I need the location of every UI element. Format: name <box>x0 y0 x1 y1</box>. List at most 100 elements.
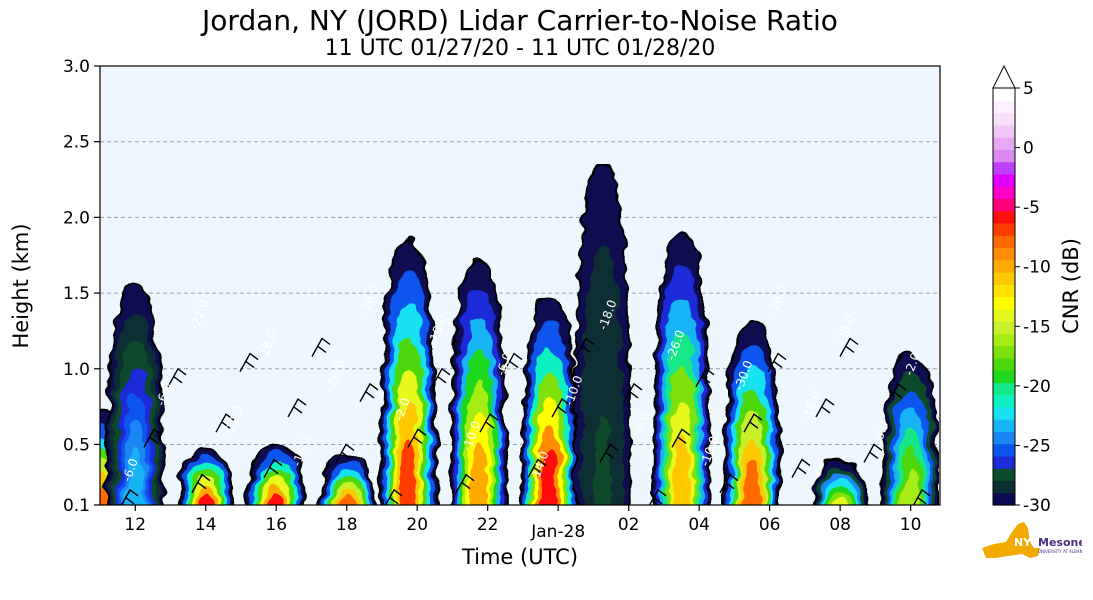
cnr-contour <box>267 491 285 505</box>
colorbar-band <box>993 173 1015 187</box>
wind-barb <box>863 443 883 463</box>
svg-text:NYS: NYS <box>1014 536 1039 549</box>
wind-barb <box>263 458 283 478</box>
colorbar-band <box>993 308 1015 322</box>
wind-barb <box>335 443 355 463</box>
colorbar-band <box>993 321 1015 334</box>
colorbar-band <box>993 394 1015 408</box>
wind-barb <box>671 428 691 448</box>
wind-barb <box>719 473 739 494</box>
colorbar-tick-label: -10 <box>1023 258 1051 278</box>
wind-barb <box>575 337 595 357</box>
wind-barb <box>384 488 403 505</box>
colorbar-band <box>993 186 1015 199</box>
wind-barb <box>551 397 571 418</box>
wind-barb <box>407 428 427 448</box>
colorbar-tick-label: -25 <box>1023 436 1051 456</box>
wind-barb <box>431 367 451 388</box>
x-tick-label: 16 <box>265 515 287 535</box>
y-tick-label: 1.5 <box>63 284 90 304</box>
x-tick-label: 12 <box>124 515 146 535</box>
wind-barb <box>455 473 475 494</box>
cnr-contour <box>672 433 691 505</box>
x-tick-label: 10 <box>900 515 922 535</box>
x-tick-label: 06 <box>759 515 781 535</box>
colorbar-tick-label: -15 <box>1023 317 1051 337</box>
wind-barb <box>599 443 619 463</box>
colorbar-band <box>993 382 1015 396</box>
colorbar-tick-label: -30 <box>1023 496 1051 516</box>
colorbar-tick-label: 5 <box>1023 79 1034 99</box>
wind-barb <box>167 367 187 388</box>
colorbar-extend-arrow <box>992 64 1016 89</box>
wind-barb <box>695 367 715 388</box>
colorbar-tick-label: 0 <box>1023 139 1034 159</box>
x-axis: 12 14 16 18 20 22 Jan-28 02 04 06 08 10 <box>124 505 921 542</box>
wind-barb <box>912 488 931 505</box>
wind-barb <box>648 488 667 505</box>
colorbar-band <box>993 431 1015 445</box>
chart-subtitle: 11 UTC 01/27/20 - 11 UTC 01/28/20 <box>324 36 716 61</box>
cnr-contour <box>197 492 214 505</box>
x-tick-label: 02 <box>618 515 640 535</box>
wind-barb <box>120 488 139 505</box>
cnr-contour <box>470 441 488 505</box>
cnr-contour <box>832 495 848 505</box>
colorbar-band <box>993 333 1015 347</box>
svg-text:UNIVERSITY AT ALBANY: UNIVERSITY AT ALBANY <box>1038 549 1082 554</box>
wind-barb <box>191 473 211 494</box>
y-tick-label: 1.0 <box>63 360 90 380</box>
colorbar-band <box>993 468 1015 482</box>
colorbar-band <box>993 370 1015 383</box>
x-tick-label: 08 <box>829 515 851 535</box>
wind-barbs <box>120 337 931 505</box>
colorbar-band <box>993 100 1015 114</box>
wind-barb <box>791 458 811 478</box>
colorbar-band <box>993 357 1015 371</box>
colorbar-band <box>993 284 1015 298</box>
wind-barb <box>287 397 307 418</box>
wind-barb <box>359 382 379 403</box>
chart-title: Jordan, NY (JORD) Lidar Carrier-to-Noise… <box>202 4 838 37</box>
cnr-contour <box>338 494 355 505</box>
y-tick-label: 0.5 <box>63 435 90 455</box>
colorbar-band <box>993 198 1015 212</box>
wind-barb <box>743 413 763 433</box>
colorbar-band <box>993 88 1015 101</box>
colorbar-band <box>993 492 1015 506</box>
cnr-contour <box>399 436 418 505</box>
colorbar-band <box>993 443 1015 457</box>
colorbar: 5 0 -5 -10 -15 -20 -25 -30 <box>992 64 1051 516</box>
colorbar-band <box>993 235 1015 249</box>
new-york-state-shape-icon <box>982 522 1040 558</box>
colorbar-band <box>993 124 1015 138</box>
wind-barb <box>623 382 643 403</box>
colorbar-band <box>993 271 1015 285</box>
colorbar-band <box>993 112 1015 126</box>
colorbar-title: CNR (dB) <box>1059 238 1083 334</box>
y-axis: 0.1 0.5 1.0 1.5 2.0 2.5 3.0 <box>63 57 100 516</box>
colorbar-band <box>993 345 1015 359</box>
y-tick-label: 2.0 <box>63 208 90 228</box>
wind-barb <box>239 352 259 372</box>
colorbar-band <box>993 137 1015 150</box>
colorbar-band <box>993 406 1015 420</box>
wind-barb <box>767 352 787 372</box>
y-tick-label: 2.5 <box>63 133 90 153</box>
cnr-field <box>100 163 940 505</box>
colorbar-band <box>993 222 1015 236</box>
x-tick-label: 18 <box>336 515 358 535</box>
colorbar-band <box>993 161 1015 175</box>
x-tick-label: 04 <box>688 515 710 535</box>
y-tick-label: 3.0 <box>63 57 90 77</box>
colorbar-band <box>993 247 1015 261</box>
colorbar-band <box>993 210 1015 224</box>
wind-barb <box>887 382 907 403</box>
nys-mesonet-logo: NYS Mesonet UNIVERSITY AT ALBANY <box>982 522 1082 558</box>
colorbar-band <box>993 296 1015 310</box>
colorbar-frame <box>992 87 1016 506</box>
colorbar-band <box>993 480 1015 494</box>
gridlines <box>100 141 940 445</box>
wind-barb <box>311 337 331 357</box>
svg-text:Mesonet: Mesonet <box>1038 536 1082 549</box>
